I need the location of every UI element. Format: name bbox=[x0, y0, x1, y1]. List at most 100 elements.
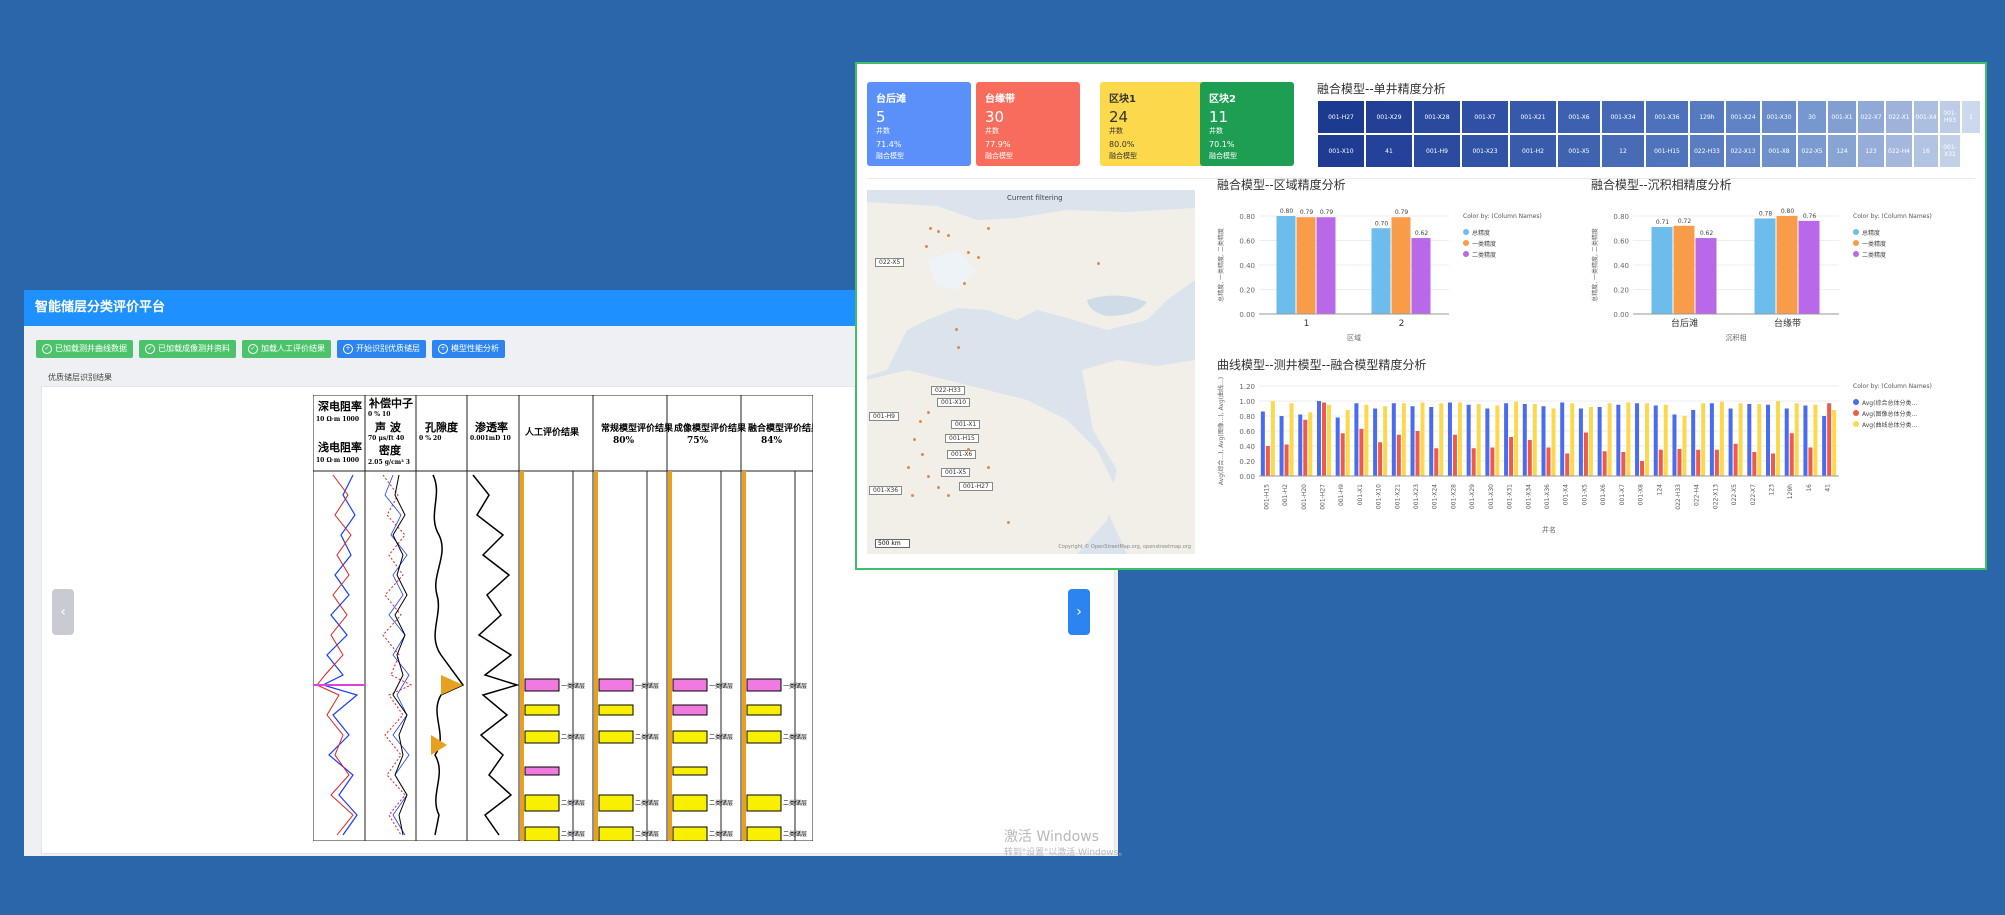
heatmap-cell[interactable]: 001-X5 bbox=[1557, 134, 1601, 168]
kpi-card-block1[interactable]: 区块1 24 井数 80.0% 融合模型 bbox=[1100, 82, 1204, 166]
heatmap-cell[interactable]: 001-H15 bbox=[1645, 134, 1689, 168]
shallow-resistivity-scale: 10 Ω·m 1000 bbox=[316, 457, 359, 464]
heatmap-cell[interactable]: 022-X5 bbox=[1797, 134, 1827, 168]
kpi-card-taiyuandai[interactable]: 台缘带 30 井数 77.9% 融合模型 bbox=[976, 82, 1080, 166]
x-tick-label: 001-X4 bbox=[1563, 484, 1570, 505]
class1-tag: 一类储层 bbox=[561, 682, 585, 690]
legend-entry: 总精度 bbox=[1862, 229, 1880, 237]
map-well-marker[interactable] bbox=[947, 234, 950, 238]
heatmap-cell[interactable]: 022-X1 bbox=[1885, 100, 1913, 134]
heatmap-cell[interactable]: 001-X31 bbox=[1939, 134, 1961, 168]
map-label-well[interactable]: 022-X5 bbox=[875, 258, 905, 267]
heatmap-cell[interactable]: 41 bbox=[1365, 134, 1413, 168]
next-slide-button[interactable]: › bbox=[1068, 589, 1090, 635]
load-manual-results-button[interactable]: ✓ 加载人工评价结果 bbox=[242, 340, 331, 358]
map-label-well[interactable]: 001-X10 bbox=[937, 398, 971, 407]
map-label-well[interactable]: 001-H27 bbox=[959, 482, 993, 491]
heatmap-cell[interactable]: 001-X8 bbox=[1761, 134, 1797, 168]
heatmap-cell[interactable]: 001-X10 bbox=[1317, 134, 1365, 168]
map-attribution: Copyright © OpenStreetMap.org, openstree… bbox=[1058, 544, 1191, 550]
map-well-marker[interactable] bbox=[927, 410, 930, 414]
heatmap-cell[interactable]: 001-X1 bbox=[1827, 100, 1857, 134]
map-label-well[interactable]: 001-X5 bbox=[941, 468, 971, 477]
bar bbox=[1434, 448, 1439, 476]
heatmap-cell[interactable]: 001-H93 bbox=[1939, 100, 1961, 134]
density-scale: 2.05 g/cm³ 3 bbox=[368, 459, 410, 466]
bar bbox=[1429, 407, 1434, 476]
identify-reservoir-button[interactable]: + 开始识别优质储层 bbox=[337, 340, 426, 358]
map-well-marker[interactable] bbox=[967, 447, 970, 451]
map-well-marker[interactable] bbox=[907, 466, 910, 469]
map-well-marker[interactable] bbox=[911, 493, 914, 497]
map-well-marker[interactable] bbox=[963, 282, 966, 285]
map-well-marker[interactable] bbox=[919, 420, 922, 423]
map-well-marker[interactable] bbox=[967, 250, 970, 254]
heatmap-cell[interactable]: 022-X7 bbox=[1857, 100, 1885, 134]
map-well-marker[interactable] bbox=[957, 346, 960, 350]
class1-tag: 一类储层 bbox=[783, 682, 807, 690]
map-well-marker[interactable] bbox=[987, 226, 990, 230]
heatmap-cell[interactable]: 001-X21 bbox=[1509, 100, 1557, 134]
x-tick-label: 022-X5 bbox=[1731, 484, 1738, 505]
well-location-map[interactable]: Current filtering 022-X5 022-H33 001-X10… bbox=[867, 190, 1195, 554]
load-imaging-logs-button[interactable]: ✓ 已加载成像测井资料 bbox=[139, 340, 236, 358]
heatmap-cell[interactable]: 001-X23 bbox=[1461, 134, 1509, 168]
heatmap-cell[interactable]: 022-H33 bbox=[1689, 134, 1725, 168]
model-performance-button[interactable]: + 模型性能分析 bbox=[432, 340, 505, 358]
heatmap-cell[interactable]: 001-X29 bbox=[1365, 100, 1413, 134]
map-well-marker[interactable] bbox=[1007, 521, 1010, 525]
heatmap-cell[interactable]: 124 bbox=[1827, 134, 1857, 168]
heatmap-cell[interactable]: 1 bbox=[1961, 100, 1981, 134]
heatmap-cell[interactable]: 001-H9 bbox=[1413, 134, 1461, 168]
heatmap-cell[interactable]: 001-X34 bbox=[1601, 100, 1645, 134]
heatmap-cell[interactable]: 022-H4 bbox=[1885, 134, 1913, 168]
map-label-well[interactable]: 001-X6 bbox=[947, 450, 977, 459]
map-well-marker[interactable] bbox=[947, 493, 950, 497]
bar-value-label: 0.78 bbox=[1759, 210, 1773, 217]
map-label-well[interactable]: 022-H33 bbox=[931, 386, 965, 395]
prev-slide-button[interactable]: ‹ bbox=[52, 589, 74, 635]
heatmap-cell[interactable]: 001-H27 bbox=[1317, 100, 1365, 134]
map-label-well[interactable]: 001-X1 bbox=[951, 420, 981, 429]
heatmap-cell[interactable]: 001-X28 bbox=[1413, 100, 1461, 134]
map-well-marker[interactable] bbox=[937, 230, 940, 234]
map-well-marker[interactable] bbox=[955, 328, 958, 331]
heatmap-cell[interactable]: 001-X4 bbox=[1913, 100, 1939, 134]
heatmap-cell[interactable]: 001-X36 bbox=[1645, 100, 1689, 134]
heatmap-cell[interactable]: 001-H2 bbox=[1509, 134, 1557, 168]
map-well-marker[interactable] bbox=[987, 466, 990, 469]
map-label-well[interactable]: 001-H15 bbox=[945, 434, 979, 443]
map-well-marker[interactable] bbox=[977, 256, 980, 260]
bar bbox=[1522, 404, 1527, 476]
load-log-curves-button[interactable]: ✓ 已加载测井曲线数据 bbox=[36, 340, 133, 358]
kpi-card-block2[interactable]: 区块2 11 井数 70.1% 融合模型 bbox=[1200, 82, 1294, 166]
bar bbox=[1565, 453, 1570, 476]
map-well-marker[interactable] bbox=[913, 438, 916, 442]
map-scale-bar: 500 km bbox=[875, 539, 910, 548]
map-well-marker[interactable] bbox=[921, 453, 924, 457]
map-well-marker[interactable] bbox=[929, 226, 932, 230]
bar bbox=[1335, 417, 1340, 476]
bar bbox=[1651, 227, 1673, 314]
map-label-well[interactable]: 001-X36 bbox=[869, 486, 903, 495]
heatmap-cell[interactable]: 129h bbox=[1689, 100, 1725, 134]
heatmap-cell[interactable]: 022-X13 bbox=[1725, 134, 1761, 168]
bar bbox=[1466, 404, 1471, 476]
heatmap-cell[interactable]: 16 bbox=[1913, 134, 1939, 168]
heatmap-cell[interactable]: 123 bbox=[1857, 134, 1885, 168]
bar bbox=[1776, 216, 1798, 314]
map-well-marker[interactable] bbox=[925, 245, 928, 249]
heatmap-cell[interactable]: 001-X24 bbox=[1725, 100, 1761, 134]
heatmap-cell[interactable]: 001-X6 bbox=[1557, 100, 1601, 134]
map-well-marker[interactable] bbox=[1097, 261, 1100, 265]
map-well-marker[interactable] bbox=[927, 475, 930, 479]
porosity-label: 孔隙度 bbox=[425, 420, 459, 434]
map-label-well[interactable]: 001-H9 bbox=[869, 412, 899, 421]
heatmap-cell[interactable]: 30 bbox=[1797, 100, 1827, 134]
heatmap-cell[interactable]: 12 bbox=[1601, 134, 1645, 168]
map-well-marker[interactable] bbox=[937, 486, 940, 490]
heatmap-cell[interactable]: 001-X30 bbox=[1761, 100, 1797, 134]
region-chart-title: 融合模型--区域精度分析 bbox=[1217, 178, 1346, 192]
kpi-card-taihoutan[interactable]: 台后滩 5 井数 71.4% 融合模型 bbox=[867, 82, 971, 166]
heatmap-cell[interactable]: 001-X7 bbox=[1461, 100, 1509, 134]
